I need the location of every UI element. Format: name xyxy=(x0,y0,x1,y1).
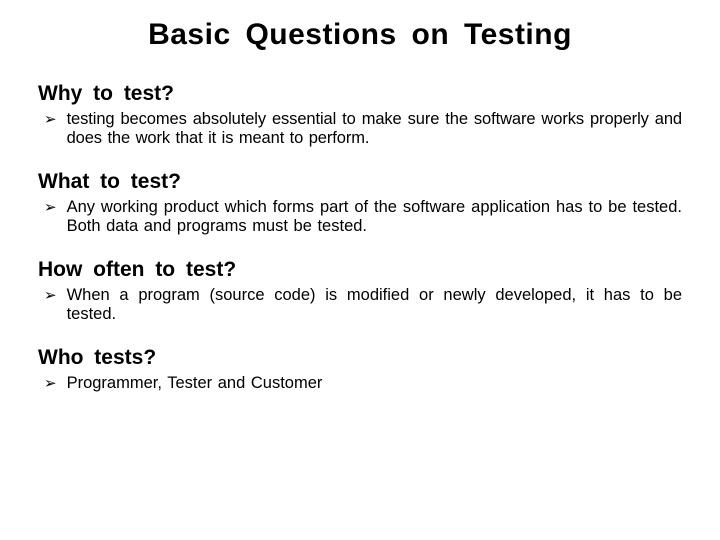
bullet-icon: ➢ xyxy=(44,286,57,305)
list-item: ➢ When a program (source code) is modifi… xyxy=(38,286,682,324)
section-heading-who: Who tests? xyxy=(38,346,682,370)
page-title: Basic Questions on Testing xyxy=(38,18,682,52)
bullet-icon: ➢ xyxy=(44,110,57,129)
section-heading-what: What to test? xyxy=(38,170,682,194)
bullet-text: Programmer, Tester and Customer xyxy=(67,374,682,393)
slide-page: Basic Questions on Testing Why to test? … xyxy=(0,0,720,540)
bullet-text: When a program (source code) is modified… xyxy=(67,286,682,324)
list-item: ➢ testing becomes absolutely essential t… xyxy=(38,110,682,148)
bullet-text: Any working product which forms part of … xyxy=(67,198,682,236)
bullet-icon: ➢ xyxy=(44,374,57,393)
list-item: ➢ Programmer, Tester and Customer xyxy=(38,374,682,393)
section-heading-why: Why to test? xyxy=(38,82,682,106)
bullet-text: testing becomes absolutely essential to … xyxy=(67,110,682,148)
bullet-icon: ➢ xyxy=(44,198,57,217)
list-item: ➢ Any working product which forms part o… xyxy=(38,198,682,236)
section-heading-how: How often to test? xyxy=(38,258,682,282)
